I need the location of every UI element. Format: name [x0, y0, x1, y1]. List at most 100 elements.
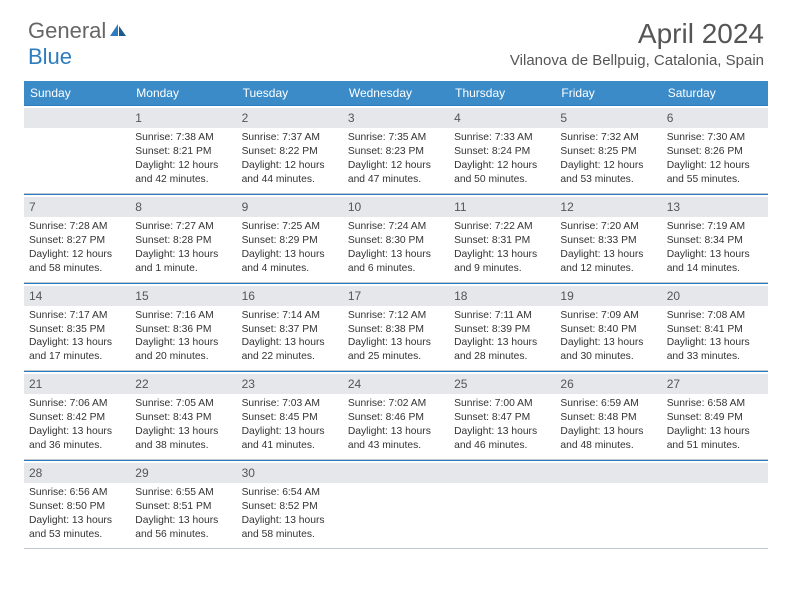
week-row: 28Sunrise: 6:56 AMSunset: 8:50 PMDayligh… [24, 460, 768, 549]
daylight-text: and 44 minutes. [242, 173, 338, 187]
day-number: . [343, 463, 449, 483]
sunset-text: Sunset: 8:46 PM [348, 411, 444, 425]
sunset-text: Sunset: 8:34 PM [667, 234, 763, 248]
day-cell: 30Sunrise: 6:54 AMSunset: 8:52 PMDayligh… [237, 461, 343, 548]
logo: General [28, 18, 128, 44]
day-cell: 16Sunrise: 7:14 AMSunset: 8:37 PMDayligh… [237, 284, 343, 371]
day-number: 28 [24, 463, 130, 483]
sunset-text: Sunset: 8:24 PM [454, 145, 550, 159]
day-cell: . [449, 461, 555, 548]
day-number: 3 [343, 108, 449, 128]
daylight-text: Daylight: 12 hours [454, 159, 550, 173]
location-subtitle: Vilanova de Bellpuig, Catalonia, Spain [510, 52, 764, 69]
daylight-text: and 58 minutes. [29, 262, 125, 276]
sunset-text: Sunset: 8:31 PM [454, 234, 550, 248]
day-cell: 11Sunrise: 7:22 AMSunset: 8:31 PMDayligh… [449, 195, 555, 282]
daylight-text: and 46 minutes. [454, 439, 550, 453]
daylight-text: and 6 minutes. [348, 262, 444, 276]
sunset-text: Sunset: 8:43 PM [135, 411, 231, 425]
sunset-text: Sunset: 8:50 PM [29, 500, 125, 514]
day-cell: 8Sunrise: 7:27 AMSunset: 8:28 PMDaylight… [130, 195, 236, 282]
sunrise-text: Sunrise: 7:25 AM [242, 220, 338, 234]
daylight-text: and 42 minutes. [135, 173, 231, 187]
daylight-text: and 30 minutes. [560, 350, 656, 364]
sunrise-text: Sunrise: 6:58 AM [667, 397, 763, 411]
sunrise-text: Sunrise: 7:22 AM [454, 220, 550, 234]
day-cell: 10 Sunrise: 7:24 AMSunset: 8:30 PMDayligh… [343, 195, 449, 282]
daylight-text: Daylight: 12 hours [348, 159, 444, 173]
daylight-text: Daylight: 13 hours [348, 248, 444, 262]
day-cell: . [662, 461, 768, 548]
daylight-text: Daylight: 13 hours [667, 248, 763, 262]
daylight-text: Daylight: 13 hours [454, 336, 550, 350]
sunset-text: Sunset: 8:39 PM [454, 323, 550, 337]
dow-cell: Tuesday [237, 81, 343, 105]
daylight-text: Daylight: 13 hours [29, 336, 125, 350]
daylight-text: and 4 minutes. [242, 262, 338, 276]
day-number: 4 [449, 108, 555, 128]
sunrise-text: Sunrise: 7:14 AM [242, 309, 338, 323]
sunset-text: Sunset: 8:27 PM [29, 234, 125, 248]
sunset-text: Sunset: 8:49 PM [667, 411, 763, 425]
daylight-text: and 20 minutes. [135, 350, 231, 364]
sunset-text: Sunset: 8:21 PM [135, 145, 231, 159]
daylight-text: Daylight: 13 hours [667, 336, 763, 350]
daylight-text: and 38 minutes. [135, 439, 231, 453]
day-number: 14 [24, 286, 130, 306]
daylight-text: Daylight: 13 hours [242, 248, 338, 262]
sunset-text: Sunset: 8:26 PM [667, 145, 763, 159]
day-number: 29 [130, 463, 236, 483]
day-cell: 28Sunrise: 6:56 AMSunset: 8:50 PMDayligh… [24, 461, 130, 548]
sunrise-text: Sunrise: 7:06 AM [29, 397, 125, 411]
day-cell: . [343, 461, 449, 548]
daylight-text: Daylight: 12 hours [242, 159, 338, 173]
sunrise-text: Sunrise: 7:05 AM [135, 397, 231, 411]
sunset-text: Sunset: 8:45 PM [242, 411, 338, 425]
daylight-text: Daylight: 13 hours [348, 336, 444, 350]
day-number: 13 [662, 197, 768, 217]
daylight-text: and 50 minutes. [454, 173, 550, 187]
sunset-text: Sunset: 8:47 PM [454, 411, 550, 425]
sunset-text: Sunset: 8:37 PM [242, 323, 338, 337]
day-number: 17 [343, 286, 449, 306]
daylight-text: and 1 minute. [135, 262, 231, 276]
week-row: 7Sunrise: 7:28 AMSunset: 8:27 PMDaylight… [24, 194, 768, 283]
day-cell: 6Sunrise: 7:30 AMSunset: 8:26 PMDaylight… [662, 106, 768, 193]
daylight-text: and 25 minutes. [348, 350, 444, 364]
day-number: 10 [343, 197, 449, 217]
day-cell: 21Sunrise: 7:06 AMSunset: 8:42 PMDayligh… [24, 372, 130, 459]
day-cell: 19Sunrise: 7:09 AMSunset: 8:40 PMDayligh… [555, 284, 661, 371]
day-number: 25 [449, 374, 555, 394]
day-number: 23 [237, 374, 343, 394]
sunset-text: Sunset: 8:35 PM [29, 323, 125, 337]
day-cell: 25Sunrise: 7:00 AMSunset: 8:47 PMDayligh… [449, 372, 555, 459]
sunrise-text: Sunrise: 7:03 AM [242, 397, 338, 411]
day-cell: 9Sunrise: 7:25 AMSunset: 8:29 PMDaylight… [237, 195, 343, 282]
week-row: 14Sunrise: 7:17 AMSunset: 8:35 PMDayligh… [24, 283, 768, 372]
sunrise-text: Sunrise: 7:30 AM [667, 131, 763, 145]
sunset-text: Sunset: 8:38 PM [348, 323, 444, 337]
day-cell: 5Sunrise: 7:32 AMSunset: 8:25 PMDaylight… [555, 106, 661, 193]
page-header: General April 2024 Vilanova de Bellpuig,… [0, 0, 792, 77]
sunrise-text: Sunrise: 7:24 AM [348, 220, 444, 234]
day-number: 9 [237, 197, 343, 217]
sunset-text: Sunset: 8:25 PM [560, 145, 656, 159]
sunrise-text: Sunrise: 7:20 AM [560, 220, 656, 234]
sunset-text: Sunset: 8:42 PM [29, 411, 125, 425]
day-cell: 26Sunrise: 6:59 AMSunset: 8:48 PMDayligh… [555, 372, 661, 459]
daylight-text: Daylight: 13 hours [560, 425, 656, 439]
dow-cell: Monday [130, 81, 236, 105]
day-number: 12 [555, 197, 661, 217]
sunset-text: Sunset: 8:30 PM [348, 234, 444, 248]
day-cell: 27Sunrise: 6:58 AMSunset: 8:49 PMDayligh… [662, 372, 768, 459]
week-row: 21Sunrise: 7:06 AMSunset: 8:42 PMDayligh… [24, 371, 768, 460]
day-number: . [449, 463, 555, 483]
logo-text-1: General [28, 18, 106, 44]
daylight-text: Daylight: 13 hours [242, 336, 338, 350]
sunrise-text: Sunrise: 7:08 AM [667, 309, 763, 323]
daylight-text: Daylight: 12 hours [29, 248, 125, 262]
sunset-text: Sunset: 8:36 PM [135, 323, 231, 337]
daylight-text: and 12 minutes. [560, 262, 656, 276]
sunrise-text: Sunrise: 7:37 AM [242, 131, 338, 145]
daylight-text: and 56 minutes. [135, 528, 231, 542]
